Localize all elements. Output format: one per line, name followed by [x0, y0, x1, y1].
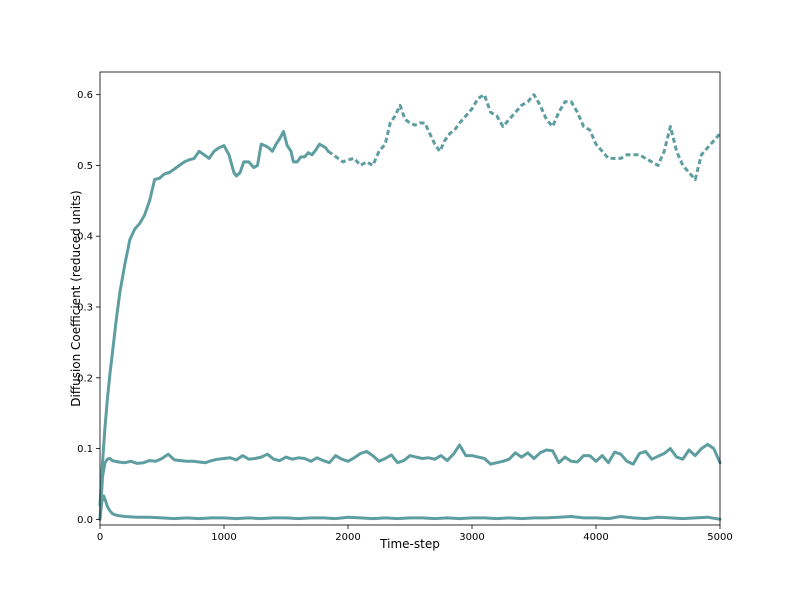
series-line-2	[327, 93, 722, 182]
x-tick-label: 4000	[583, 532, 608, 543]
y-tick-label: 0.1	[77, 444, 93, 455]
y-tick-label: 0.3	[77, 302, 93, 313]
y-tick-label: 0.6	[77, 90, 93, 101]
y-tick-label: 0.0	[77, 515, 93, 526]
y-tick-label: 0.5	[77, 161, 93, 172]
y-tick-label: 0.4	[77, 232, 93, 243]
y-axis-label: Diffusion Coefficient (reduced units)	[69, 190, 83, 407]
series-line-4	[98, 494, 722, 521]
x-tick-label: 2000	[335, 532, 360, 543]
x-axis-label: Time-step	[379, 537, 440, 551]
x-axis: 0 1000 2000 3000 4000 5000	[97, 525, 733, 543]
y-tick-label: 0.2	[77, 373, 93, 384]
x-tick-label: 5000	[707, 532, 732, 543]
y-axis: 0.0 0.1 0.2 0.3 0.4 0.5 0.6	[77, 90, 100, 526]
x-tick-label: 0	[97, 532, 103, 543]
series-line-1	[98, 130, 330, 507]
x-tick-label: 1000	[211, 532, 236, 543]
x-tick-label: 3000	[459, 532, 484, 543]
series-line-3	[98, 442, 722, 521]
series-layer	[98, 93, 722, 521]
plot-frame	[99, 71, 721, 526]
